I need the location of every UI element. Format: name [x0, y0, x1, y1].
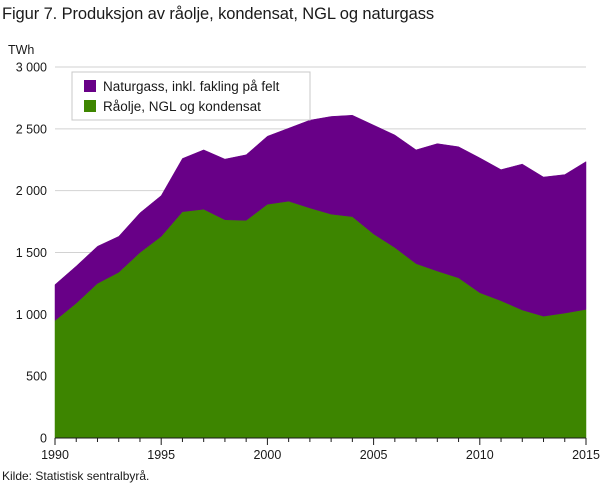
- y-tick-label-500: 500: [26, 370, 47, 384]
- legend-label-0: Råolje, NGL og kondensat: [103, 99, 261, 114]
- legend-label-1: Naturgass, inkl. fakling på felt: [103, 79, 280, 94]
- x-tick-label-1990: 1990: [41, 448, 69, 462]
- area-series: [54, 114, 587, 439]
- axes: 0 500 1 000 1 500 2 000 2 500 3 000 1990 1995 200…: [16, 61, 600, 463]
- x-tick-label-2015: 2015: [572, 448, 600, 462]
- legend-swatch-0: [84, 100, 96, 112]
- x-tick-label-2005: 2005: [360, 448, 388, 462]
- x-tick-label-1995: 1995: [147, 448, 175, 462]
- chart-title: Figur 7. Produksjon av råolje, kondensat…: [2, 5, 434, 23]
- y-axis-unit-label: TWh: [8, 43, 35, 57]
- x-tick-label-2010: 2010: [466, 448, 494, 462]
- y-tick-label-1500: 1 500: [16, 246, 47, 260]
- y-tick-label-1000: 1 000: [16, 308, 47, 322]
- legend-box: [71, 71, 311, 121]
- y-tick-label-2500: 2 500: [16, 122, 47, 136]
- source-note: Kilde: Statistisk sentralbyrå.: [2, 469, 150, 483]
- area-series-1: [54, 114, 587, 322]
- x-tick-label-2000: 2000: [253, 448, 281, 462]
- legend: Naturgass, inkl. fakling på felt Råolje, …: [71, 71, 311, 121]
- y-tick-label-3000: 3 000: [16, 61, 47, 75]
- legend-swatch-1: [84, 80, 96, 92]
- y-tick-label-0: 0: [40, 432, 47, 446]
- y-tick-label-2000: 2 000: [16, 184, 47, 198]
